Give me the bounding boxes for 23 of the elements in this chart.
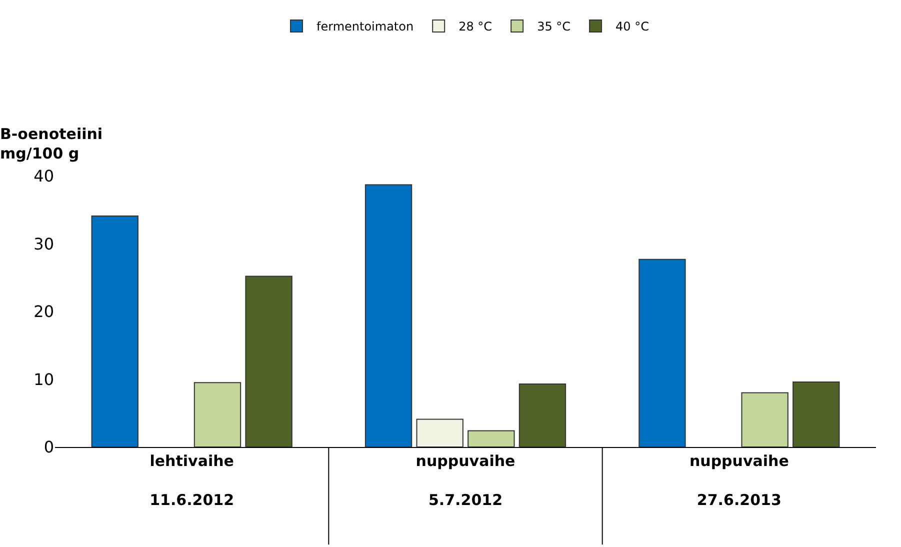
bar [364,184,412,447]
y-tick-label: 0 [44,438,54,457]
bar [91,215,138,447]
legend-label: 40 °C [616,20,649,34]
y-tick-label: 20 [34,302,54,322]
bar [638,258,686,447]
y-tick-label: 30 [34,234,54,254]
legend-label: 35 °C [537,20,571,34]
bar [245,276,292,447]
legend-label: 28 °C [458,20,492,34]
category-label: nuppuvaihe 27.6.2013 [689,452,789,509]
y-tick-label: 10 [34,370,54,389]
bar [194,382,242,447]
bar [468,430,515,447]
bar [792,381,840,447]
category-label: lehtivaihe 11.6.2012 [150,452,234,509]
y-axis-title: B-oenoteiini mg/100 g [0,125,103,162]
y-tick-label: 40 [34,166,54,186]
legend-label: fermentoimaton [316,20,414,34]
bar [518,383,566,447]
bar [416,418,464,447]
bar [741,392,788,447]
category-label: nuppuvaihe 5.7.2012 [416,452,516,509]
